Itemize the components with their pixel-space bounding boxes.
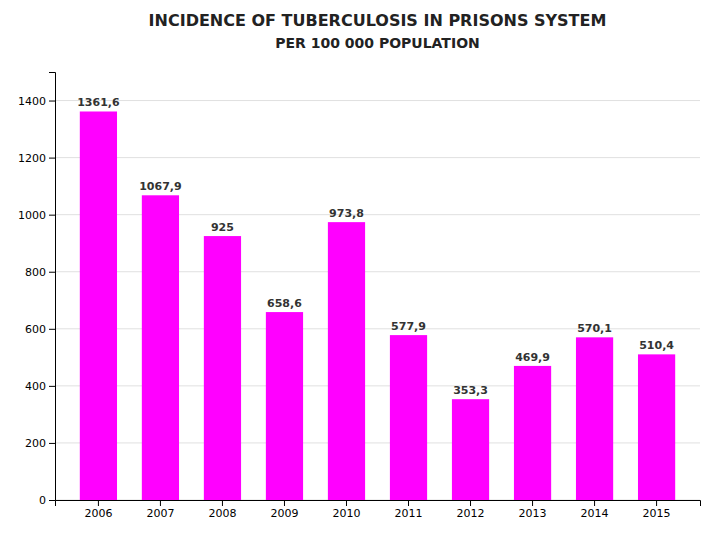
- data-label: 1067,9: [139, 180, 181, 193]
- axis-line: [56, 501, 701, 507]
- tick-label: 400: [25, 380, 46, 393]
- x-tick: 2013: [519, 500, 547, 520]
- bar: [452, 399, 489, 500]
- tick-label: 2009: [270, 507, 298, 520]
- bar: [390, 335, 427, 500]
- data-label: 577,9: [391, 320, 426, 333]
- data-label: 925: [211, 221, 234, 234]
- bar: [328, 222, 365, 500]
- tick-mark: [49, 272, 55, 273]
- y-tick: 400: [25, 380, 55, 393]
- tick-mark: [49, 386, 55, 387]
- data-label: 510,4: [639, 339, 674, 352]
- x-tick: 2014: [581, 500, 609, 520]
- tick-mark: [49, 101, 55, 102]
- tick-label: 2013: [519, 507, 547, 520]
- bar: [80, 111, 117, 500]
- y-axis: 0 200 400 600 800 1000 1200 1400: [18, 73, 56, 508]
- tick-label: 2011: [395, 507, 423, 520]
- axis-line: [49, 73, 56, 501]
- tick-label: 1000: [18, 209, 46, 222]
- tick-label: 2007: [146, 507, 174, 520]
- bar: [204, 236, 241, 500]
- chart: 1361,6 1067,9 925 658,6 973,8 577,9 353,3 469,9…: [0, 0, 720, 540]
- x-tick: 2009: [270, 500, 298, 520]
- tick-mark: [222, 500, 223, 506]
- data-label: 570,1: [577, 322, 612, 335]
- y-tick: 600: [25, 323, 55, 336]
- y-tick: 1200: [18, 152, 55, 165]
- tick-mark: [284, 500, 285, 506]
- y-tick: 200: [25, 437, 55, 450]
- y-tick: 1400: [18, 95, 55, 108]
- data-label: 973,8: [329, 207, 364, 220]
- bar: [638, 354, 675, 500]
- bar: [514, 366, 551, 500]
- tick-mark: [49, 329, 55, 330]
- data-label: 353,3: [453, 384, 488, 397]
- grid: [55, 101, 700, 500]
- title: INCIDENCE OF TUBERCULOSIS IN PRISONS SYS…: [149, 11, 607, 30]
- grid-line: [55, 100, 700, 101]
- y-tick: 1000: [18, 209, 55, 222]
- data-labels: 1361,6 1067,9 925 658,6 973,8 577,9 353,3 469,9…: [77, 96, 674, 397]
- tick-label: 200: [25, 437, 46, 450]
- tick-label: 2014: [581, 507, 609, 520]
- tick-mark: [594, 500, 595, 506]
- y-tick: 0: [39, 494, 55, 507]
- tick-mark: [49, 158, 55, 159]
- tick-mark: [98, 500, 99, 506]
- chart-container: 1361,6 1067,9 925 658,6 973,8 577,9 353,3 469,9…: [0, 0, 720, 540]
- tick-label: 2015: [643, 507, 671, 520]
- x-tick: 2006: [84, 500, 112, 520]
- x-tick: 2008: [208, 500, 236, 520]
- tick-label: 0: [39, 494, 46, 507]
- bar: [142, 195, 179, 500]
- tick-label: 2008: [208, 507, 236, 520]
- tick-mark: [656, 500, 657, 506]
- bar: [576, 337, 613, 500]
- titles: INCIDENCE OF TUBERCULOSIS IN PRISONS SYS…: [149, 11, 607, 51]
- bars: [80, 111, 675, 500]
- x-tick: 2010: [332, 500, 360, 520]
- data-label: 1361,6: [77, 96, 120, 109]
- x-axis: 2006 2007 2008 2009 2010 2011 2012 2013 2014 2015: [56, 500, 701, 520]
- subtitle: PER 100 000 POPULATION: [275, 35, 480, 51]
- x-tick: 2012: [457, 500, 485, 520]
- tick-mark: [470, 500, 471, 506]
- tick-label: 2006: [84, 507, 112, 520]
- tick-mark: [49, 500, 55, 501]
- grid-line: [55, 157, 700, 158]
- tick-label: 2010: [332, 507, 360, 520]
- tick-label: 800: [25, 266, 46, 279]
- tick-mark: [346, 500, 347, 506]
- tick-mark: [160, 500, 161, 506]
- tick-label: 1200: [18, 152, 46, 165]
- plot: 1361,6 1067,9 925 658,6 973,8 577,9 353,3 469,9…: [18, 73, 701, 520]
- data-label: 658,6: [267, 297, 302, 310]
- tick-mark: [49, 215, 55, 216]
- y-tick: 800: [25, 266, 55, 279]
- x-tick: 2007: [146, 500, 174, 520]
- x-tick: 2015: [643, 500, 671, 520]
- tick-mark: [408, 500, 409, 506]
- x-tick: 2011: [395, 500, 423, 520]
- tick-label: 1400: [18, 95, 46, 108]
- tick-label: 600: [25, 323, 46, 336]
- data-label: 469,9: [515, 351, 550, 364]
- tick-mark: [532, 500, 533, 506]
- tick-mark: [49, 443, 55, 444]
- bar: [266, 312, 303, 500]
- tick-label: 2012: [457, 507, 485, 520]
